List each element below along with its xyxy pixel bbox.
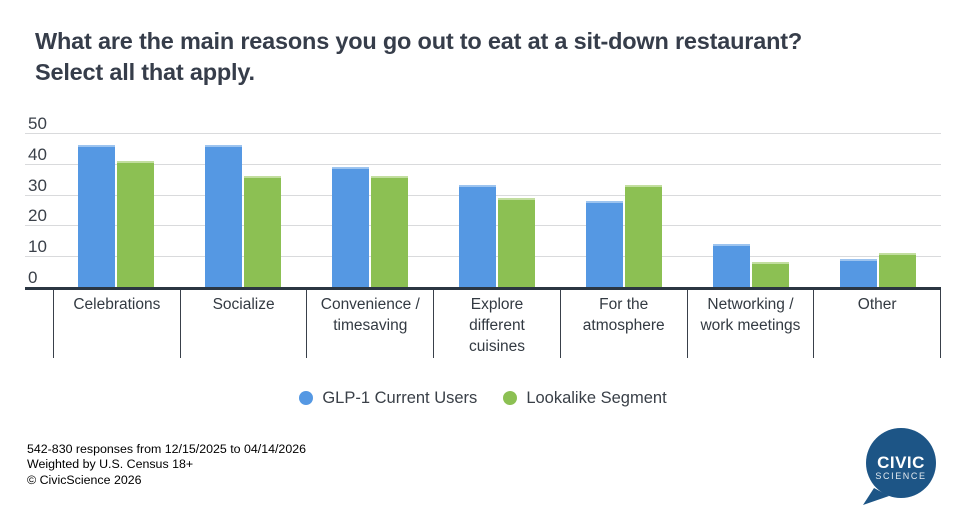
chart-title-line1: What are the main reasons you go out to … [35, 28, 803, 54]
speech-bubble-icon [863, 428, 936, 505]
category-label: Celebrations [53, 290, 180, 358]
y-tick-label: 10 [28, 237, 47, 257]
y-tick-label: 40 [28, 144, 47, 164]
legend: GLP-1 Current Users Lookalike Segment [0, 386, 966, 410]
footer-weighting: Weighted by U.S. Census 18+ [27, 457, 194, 472]
category-column [560, 133, 687, 287]
civicscience-logo: CIVIC SCIENCE [860, 424, 946, 524]
category-label: Convenience / timesaving [306, 290, 433, 358]
category-label: Socialize [179, 290, 307, 358]
gridline [25, 163, 941, 165]
bar-glp-1-current-users [712, 243, 750, 287]
bar-glp-1-current-users [585, 200, 623, 287]
bar-lookalike-segment [117, 160, 155, 287]
gridline [25, 133, 941, 134]
bar-lookalike-segment [878, 253, 916, 287]
legend-label: GLP-1 Current Users [322, 388, 478, 407]
legend-item: Lookalike Segment [503, 388, 667, 408]
logo-text: CIVIC SCIENCE [866, 454, 936, 482]
chart-title: What are the main reasons you go out to … [35, 26, 960, 89]
bar-glp-1-current-users [332, 166, 370, 287]
y-tick-label: 30 [28, 175, 47, 195]
y-tick-label: 20 [28, 206, 47, 226]
category-column [307, 133, 434, 287]
category-label: Other [813, 290, 942, 358]
category-column [814, 133, 941, 287]
footer-responses: 542-830 responses from 12/15/2025 to 04/… [27, 442, 306, 456]
category-label: For the atmosphere [559, 290, 687, 358]
category-column [687, 133, 814, 287]
bar-glp-1-current-users [205, 145, 243, 287]
footer-copyright: © CivicScience 2026 [27, 472, 142, 487]
logo-science-label: SCIENCE [875, 471, 927, 481]
bar-lookalike-segment [624, 185, 662, 287]
bar-glp-1-current-users [78, 145, 116, 287]
bar-lookalike-segment [371, 176, 409, 287]
bar-lookalike-segment [244, 176, 282, 287]
legend-label: Lookalike Segment [526, 388, 667, 407]
category-column [180, 133, 307, 287]
x-axis-line [25, 287, 941, 290]
logo-civic-label: CIVIC [877, 453, 925, 472]
footer: 542-830 responses from 12/15/2025 to 04/… [27, 442, 306, 488]
bar-lookalike-segment [498, 197, 535, 287]
y-tick-label: 0 [28, 268, 38, 287]
bar-lookalike-segment [751, 262, 789, 287]
category-column [434, 133, 561, 287]
plot-area [25, 133, 941, 287]
y-tick-label: 50 [28, 114, 47, 133]
legend-swatch-icon [503, 391, 518, 405]
chart-title-line2: Select all that apply. [35, 59, 255, 86]
x-axis: Celebrations Socialize Convenience / times… [53, 290, 942, 358]
category-column [53, 133, 180, 287]
legend-item: GLP-1 Current Users [299, 389, 477, 408]
bar-glp-1-current-users [839, 259, 877, 287]
legend-swatch-icon [299, 391, 314, 405]
category-label: Explore different cuisines [433, 290, 560, 358]
bar-glp-1-current-users [459, 185, 496, 287]
category-label: Networking / work meetings [686, 290, 814, 358]
